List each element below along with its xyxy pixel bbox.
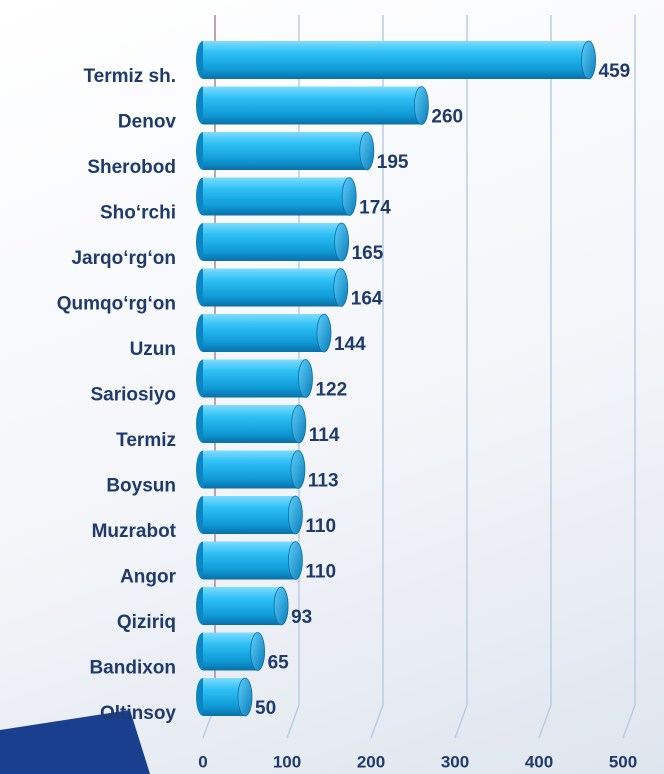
value-label: 110 xyxy=(305,562,336,583)
bar xyxy=(203,587,282,625)
bar xyxy=(203,223,342,261)
value-label: 65 xyxy=(268,653,290,674)
grid-line xyxy=(538,15,552,739)
value-label: 459 xyxy=(599,61,631,82)
bar-cap xyxy=(341,177,357,216)
category-label: Sariosiyo xyxy=(90,385,176,406)
corner-decoration xyxy=(0,710,150,774)
bar xyxy=(203,496,296,534)
bar-cap xyxy=(316,313,332,353)
value-label: 110 xyxy=(305,516,336,537)
bar-cap xyxy=(237,677,253,717)
bar xyxy=(203,132,367,170)
value-label: 50 xyxy=(255,698,276,719)
x-tick-label: 400 xyxy=(525,752,553,771)
x-tick-label: 0 xyxy=(198,752,207,771)
bar xyxy=(203,268,341,307)
bar xyxy=(203,86,422,125)
category-label: Qumqo‘rg‘on xyxy=(57,294,176,315)
category-label: Jarqo‘rg‘on xyxy=(71,248,176,269)
bar xyxy=(203,359,306,398)
grid-line xyxy=(454,15,468,739)
category-label: Boysun xyxy=(106,476,176,497)
value-label: 164 xyxy=(351,289,383,310)
category-label: Muzrabot xyxy=(92,521,177,542)
category-label: Oltinsoy xyxy=(100,703,176,724)
bar xyxy=(203,541,296,580)
bar-cap xyxy=(287,495,303,535)
category-label: Uzun xyxy=(130,339,176,360)
category-label: Denov xyxy=(118,112,177,133)
x-tick-label: 500 xyxy=(609,752,637,771)
category-label: Sho‘rchi xyxy=(100,203,176,224)
category-label: Bandixon xyxy=(89,658,176,679)
bar-cap xyxy=(291,404,307,444)
bar xyxy=(203,314,324,352)
x-tick-label: 100 xyxy=(273,752,301,771)
bar-cap xyxy=(359,131,375,171)
bar-cap xyxy=(581,40,596,80)
grid-line xyxy=(370,15,384,739)
grid-line xyxy=(622,15,636,739)
value-label: 93 xyxy=(291,607,312,628)
category-label: Termiz sh. xyxy=(83,66,176,87)
value-label: 165 xyxy=(352,243,384,264)
bar-cap xyxy=(413,86,429,125)
bar-cap xyxy=(290,450,306,489)
bar xyxy=(203,632,258,671)
value-label: 144 xyxy=(334,334,366,355)
bar-cap xyxy=(334,222,350,262)
bar-cap xyxy=(287,541,303,580)
bar-cap xyxy=(273,586,289,626)
x-tick-label: 200 xyxy=(357,752,385,771)
bar-cap xyxy=(298,359,313,398)
category-label: Angor xyxy=(120,567,177,588)
bar xyxy=(203,405,299,443)
value-label: 195 xyxy=(377,152,409,173)
bar xyxy=(203,450,298,489)
bar-cap xyxy=(333,268,349,307)
category-label: Termiz xyxy=(116,430,176,451)
bar xyxy=(203,177,350,216)
value-label: 260 xyxy=(431,107,463,128)
value-label: 113 xyxy=(308,471,339,492)
x-tick-label: 300 xyxy=(441,752,469,771)
value-label: 174 xyxy=(359,198,391,219)
bar-cap xyxy=(250,632,266,671)
category-label: Qiziriq xyxy=(117,612,176,633)
category-label: Sherobod xyxy=(87,157,176,178)
value-label: 122 xyxy=(315,380,347,401)
value-label: 114 xyxy=(309,425,340,446)
bar xyxy=(203,41,589,79)
